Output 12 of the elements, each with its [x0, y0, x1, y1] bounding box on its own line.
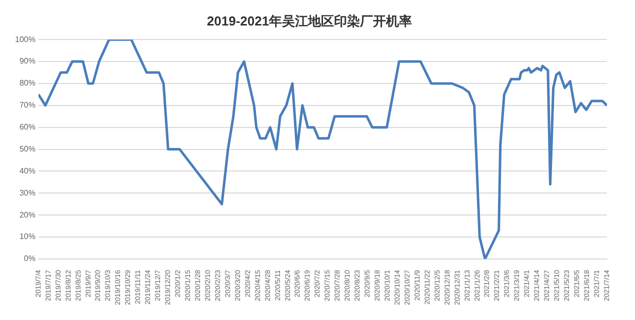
- y-tick-label: 80%: [19, 78, 36, 88]
- y-tick-label: 90%: [19, 56, 36, 66]
- y-tick-label: 60%: [19, 122, 36, 132]
- y-tick-label: 40%: [19, 166, 36, 176]
- y-tick-label: 0%: [24, 254, 36, 264]
- chart-title: 2019-2021年吴江地区印染厂开机率: [206, 13, 412, 28]
- y-tick-label: 50%: [19, 144, 36, 154]
- y-tick-label: 30%: [19, 188, 36, 198]
- y-tick-label: 70%: [19, 100, 36, 110]
- y-tick-label: 10%: [19, 232, 36, 242]
- y-tick-label: 20%: [19, 210, 36, 220]
- y-tick-label: 100%: [14, 34, 36, 44]
